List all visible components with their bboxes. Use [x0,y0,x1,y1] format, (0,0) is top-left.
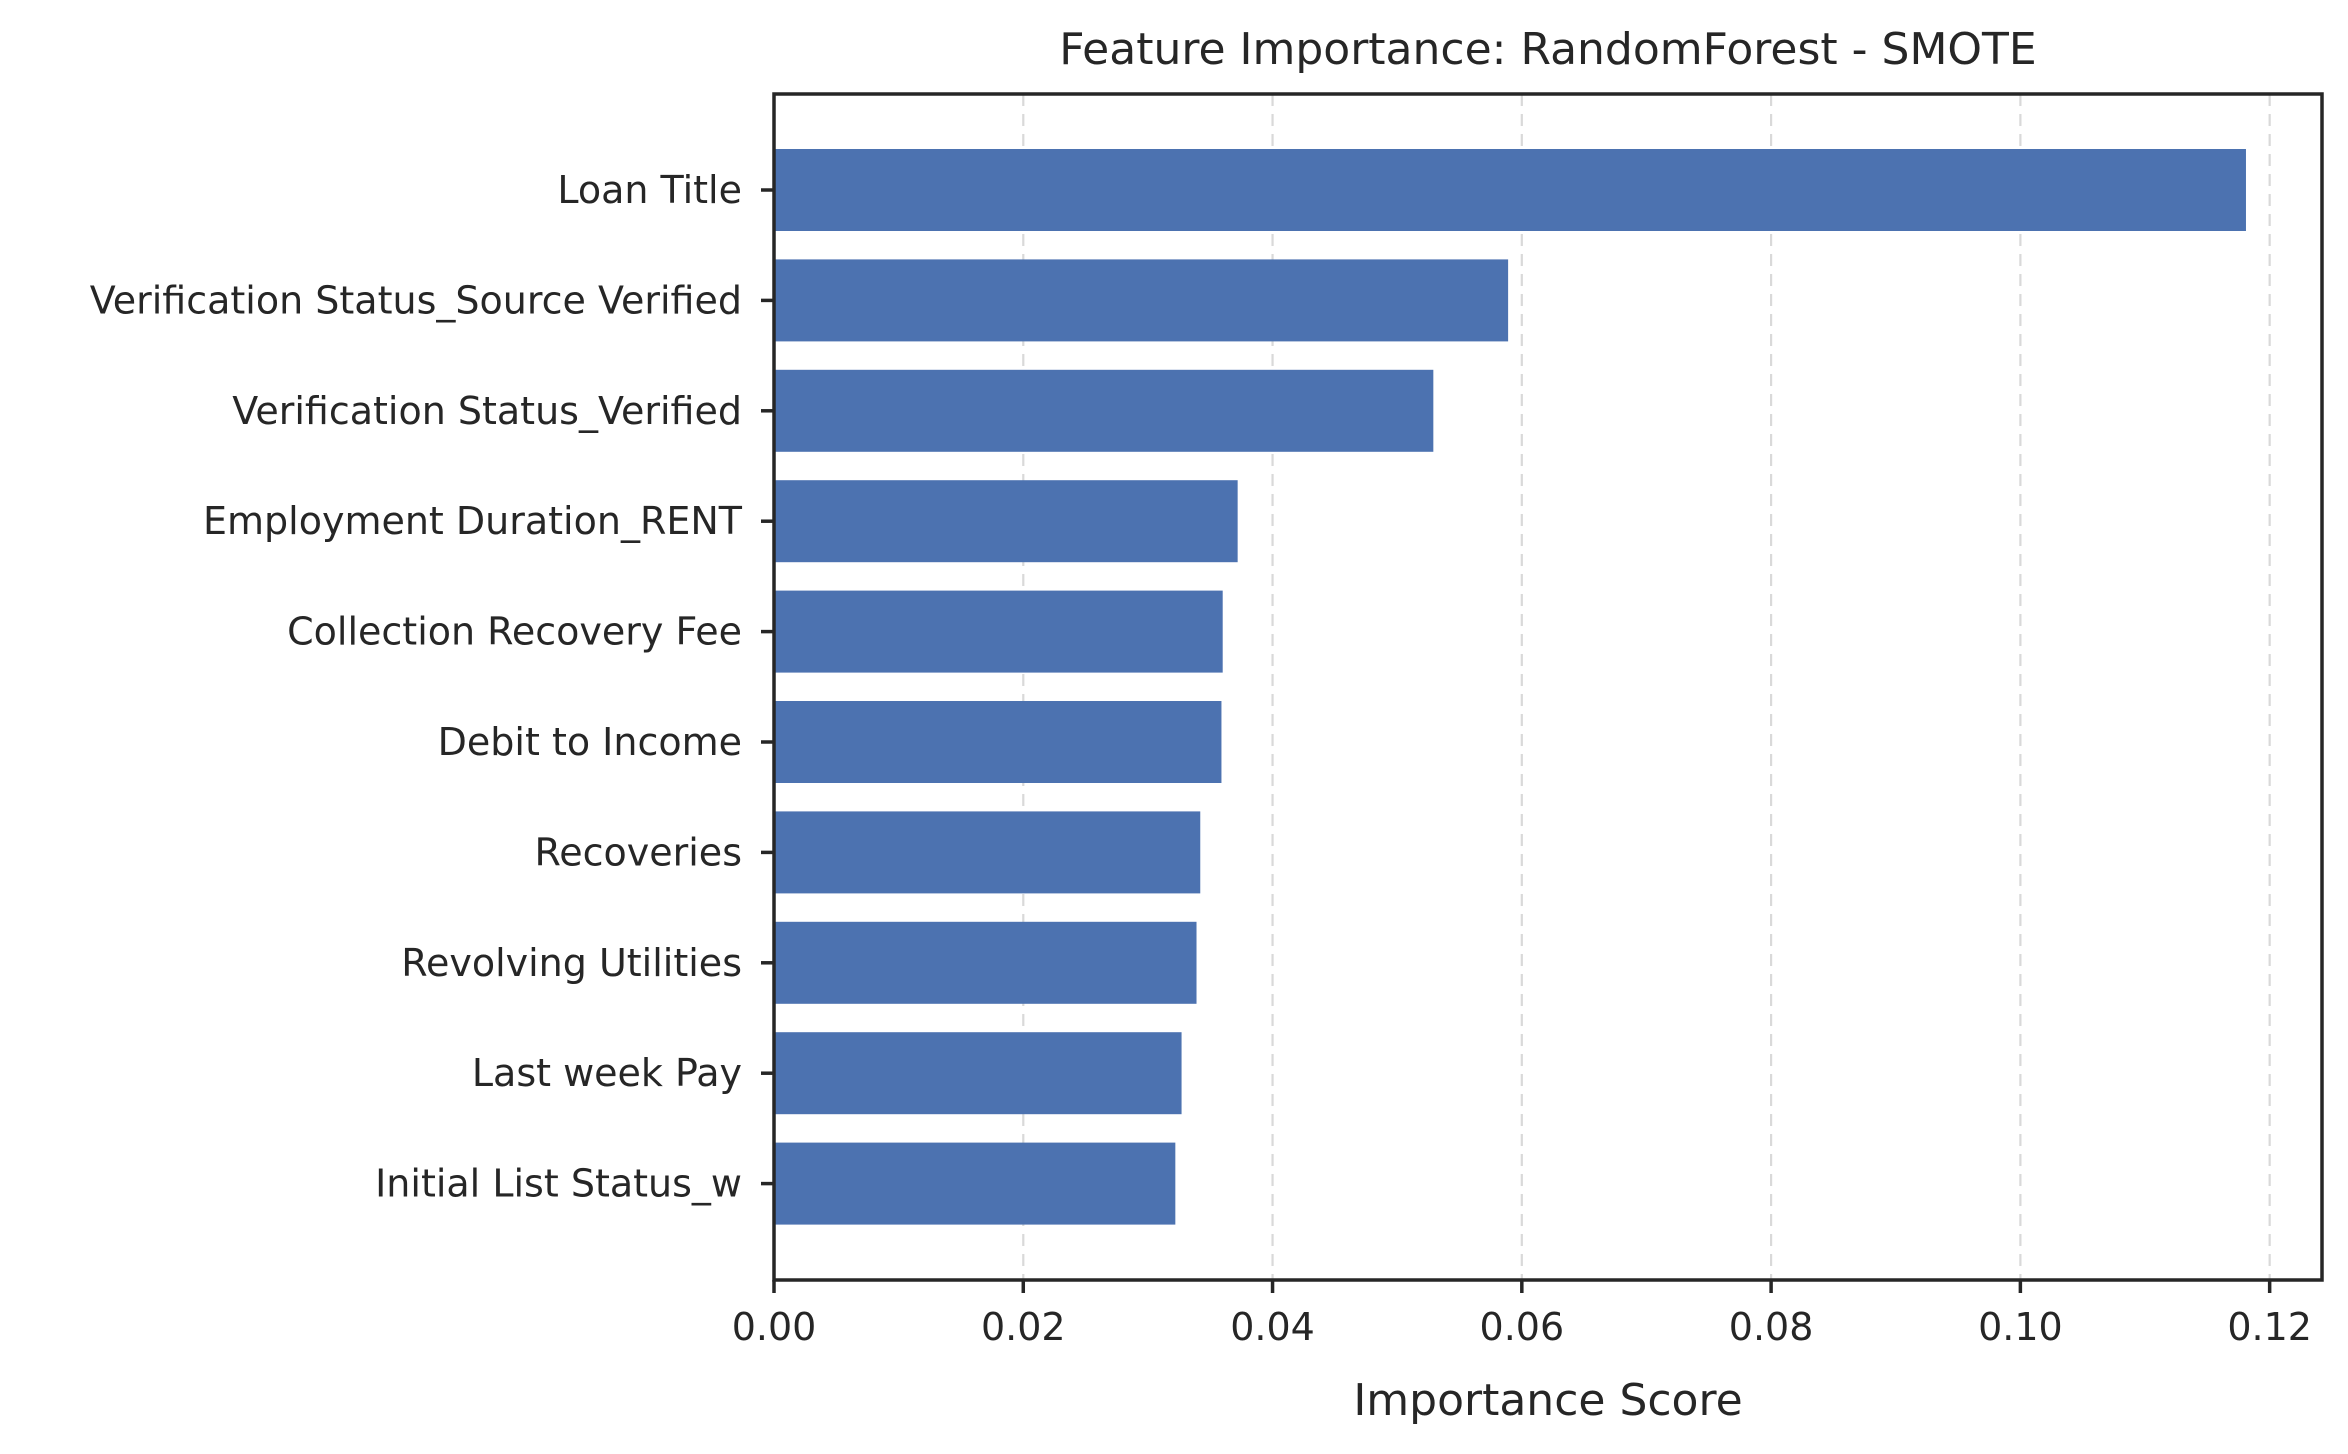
x-tick-label: 0.10 [1978,1305,2063,1349]
y-tick-label: Recoveries [535,830,742,874]
x-axis-ticks: 0.00 0.02 0.04 0.06 0.08 0.10 0.12 [732,1280,2312,1349]
bar [774,1032,1182,1115]
x-tick-label: 0.00 [732,1305,817,1349]
bars [774,149,2246,1225]
y-tick-label: Employment Duration_RENT [203,499,743,543]
y-tick-label: Loan Title [557,168,742,212]
bar [774,921,1197,1004]
bar [774,149,2246,231]
y-tick-label: Revolving Utilities [401,941,742,985]
y-tick-label: Initial List Status_w [375,1162,742,1206]
y-tick-label: Verification Status_Source Verified [90,278,742,322]
bar [774,590,1223,673]
y-tick-label: Collection Recovery Fee [287,610,742,654]
x-tick-label: 0.12 [2227,1305,2312,1349]
bar [774,701,1222,783]
x-tick-label: 0.02 [981,1305,1066,1349]
x-tick-label: 0.04 [1230,1305,1315,1349]
bar [774,259,1509,342]
y-tick-label: Last week Pay [472,1051,742,1095]
y-tick-label: Debit to Income [438,720,742,764]
x-axis-label: Importance Score [1353,1375,1742,1426]
chart-title: Feature Importance: RandomForest - SMOTE [1059,24,2036,75]
bar [774,1142,1176,1225]
x-tick-label: 0.06 [1480,1305,1565,1349]
bar [774,480,1238,563]
plot-frame [772,92,2324,1282]
x-tick-label: 0.08 [1729,1305,1814,1349]
y-axis-ticks: Loan Title Verification Status_Source Ver… [90,168,774,1206]
bar [774,369,1434,452]
bar [774,811,1201,894]
y-tick-label: Verification Status_Verified [232,389,742,433]
